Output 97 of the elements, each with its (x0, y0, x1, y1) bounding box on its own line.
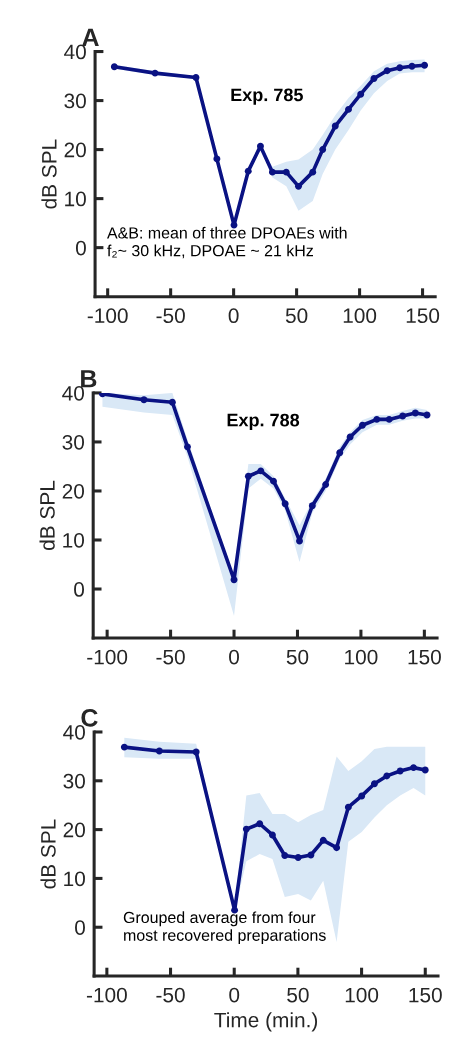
point (168, 398, 176, 406)
point (242, 825, 250, 833)
point (385, 415, 393, 423)
point (357, 90, 365, 98)
point (192, 74, 200, 81)
point (192, 748, 200, 756)
x-tick-label: -100 (86, 987, 127, 1003)
y-axis-title: dB SPL (39, 480, 55, 550)
y-tick-label: 20 (62, 483, 85, 499)
x-tick-label: 0 (229, 987, 240, 1003)
point (281, 852, 289, 859)
y-tick-label: 0 (75, 240, 86, 256)
point (421, 61, 429, 69)
point (268, 831, 276, 839)
point (411, 409, 419, 417)
point (309, 168, 317, 176)
y-tick-label: 20 (64, 142, 86, 158)
x-tick-label: 0 (229, 649, 240, 665)
point (281, 500, 289, 508)
point (244, 167, 252, 175)
x-axis-title: Time (min.) (214, 1012, 318, 1032)
point (333, 844, 341, 852)
annotation: Grouped average from four most recovered preparations (123, 911, 326, 945)
point (256, 820, 264, 828)
point (345, 105, 352, 113)
chart-title: A (82, 28, 99, 46)
y-axis-title: dB SPL (40, 819, 56, 889)
point (399, 412, 407, 420)
point (268, 168, 276, 176)
point (373, 415, 381, 423)
point (294, 853, 302, 861)
point (256, 142, 264, 150)
point (282, 168, 290, 176)
point (344, 803, 352, 811)
point (319, 836, 327, 844)
y-tick-label: 10 (63, 532, 85, 548)
point (322, 481, 330, 489)
x-tick-label: 150 (409, 987, 442, 1003)
x-tick-label: 50 (287, 987, 309, 1003)
x-tick-label: 100 (345, 649, 378, 665)
point (396, 64, 404, 72)
point (408, 62, 416, 70)
point (120, 743, 128, 751)
x-tick-label: 100 (343, 308, 377, 324)
point (383, 67, 391, 75)
point (331, 122, 339, 130)
x-tick-label: 100 (345, 987, 379, 1003)
point (370, 780, 378, 788)
x-tick-label: -50 (156, 987, 185, 1003)
y-tick-label: 30 (63, 773, 85, 789)
x-tick-label: 150 (408, 649, 441, 665)
point (421, 766, 429, 774)
y-tick-label: 10 (65, 191, 86, 207)
x-tick-label: -50 (156, 308, 185, 324)
x-tick-label: 50 (286, 649, 309, 665)
y-axis-title: dB SPL (41, 139, 57, 209)
point (230, 576, 238, 584)
y-tick-label: 10 (64, 871, 85, 887)
chart-title: B (81, 370, 97, 388)
x-tick-label: 50 (285, 308, 308, 324)
point (98, 392, 106, 398)
point (383, 772, 391, 780)
x-tick-label: 0 (228, 308, 239, 324)
chart-title: C (81, 708, 98, 727)
point (231, 906, 239, 914)
point (270, 477, 277, 485)
x-tick-label: 150 (406, 308, 440, 324)
annotation: A&B: mean of three DPOAEs with f₂~ 30 kHz, DPOAE ~ 21 kHz (107, 226, 347, 259)
point (308, 502, 316, 510)
y-tick-label: 0 (74, 582, 85, 597)
point (257, 467, 265, 475)
y-tick-label: 0 (75, 920, 85, 935)
point (295, 182, 302, 190)
point (213, 155, 221, 163)
point (396, 767, 404, 775)
point (110, 63, 118, 71)
y-tick-label: 30 (64, 93, 86, 109)
point (410, 764, 418, 772)
point (140, 396, 148, 404)
point (296, 537, 303, 545)
y-tick-label: 40 (64, 44, 86, 60)
point (319, 146, 327, 154)
point (358, 421, 366, 429)
point (370, 75, 378, 82)
point (336, 449, 344, 457)
y-tick-label: 40 (63, 724, 85, 740)
x-tick-label: -100 (87, 308, 128, 324)
point (155, 747, 163, 755)
annotation: Exp. 788 (227, 413, 300, 431)
point (358, 792, 366, 800)
y-tick-label: 20 (63, 822, 85, 838)
x-tick-label: -50 (156, 649, 185, 665)
annotation: Exp. 785 (231, 88, 303, 105)
y-tick-label: 30 (62, 434, 85, 450)
point (244, 472, 252, 480)
x-tick-label: -100 (87, 649, 128, 665)
point (183, 443, 191, 451)
